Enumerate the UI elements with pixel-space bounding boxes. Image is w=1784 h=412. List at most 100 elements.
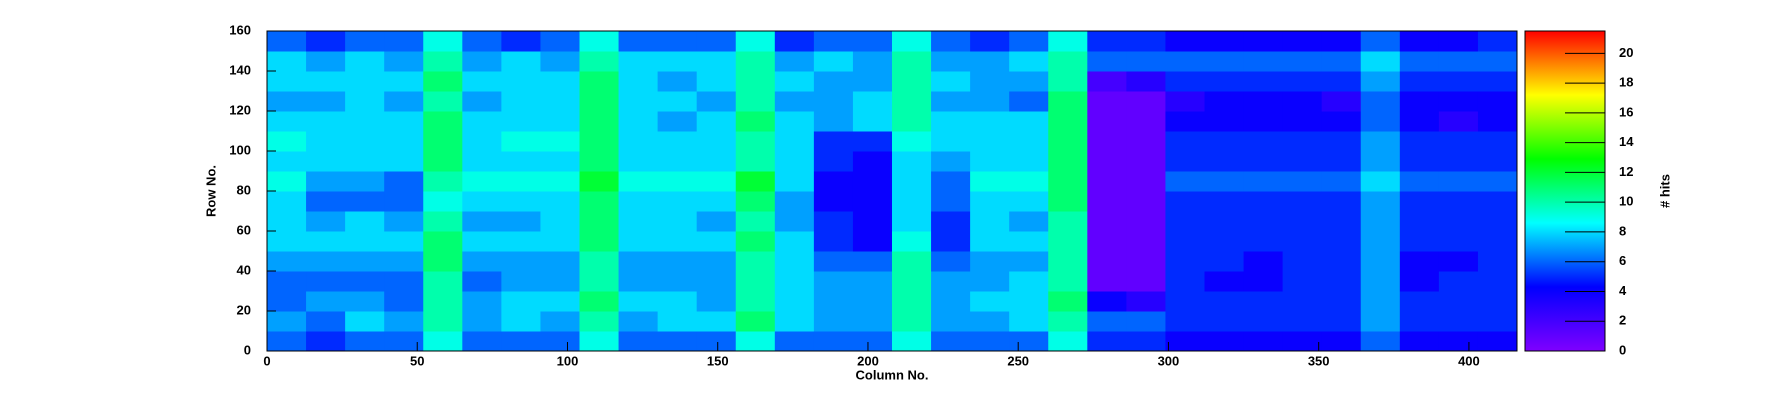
- heatmap-cell: [1243, 111, 1284, 132]
- heatmap-cell: [1282, 51, 1323, 72]
- heatmap-cell: [618, 71, 659, 92]
- heatmap-cell: [852, 191, 893, 212]
- heatmap-cell: [540, 331, 580, 352]
- heatmap-cell: [423, 111, 463, 132]
- heatmap-cell: [345, 191, 385, 212]
- heatmap-cell: [501, 91, 541, 112]
- heatmap-cell: [579, 31, 620, 52]
- heatmap-cell: [696, 291, 737, 312]
- heatmap-cell: [345, 71, 385, 92]
- heatmap-cell: [1204, 171, 1245, 192]
- heatmap-cell: [735, 131, 776, 152]
- heatmap-cell: [345, 91, 385, 112]
- heatmap-cell: [970, 251, 1010, 272]
- y-tick-label: 60: [237, 222, 251, 237]
- heatmap-cell: [618, 31, 659, 52]
- heatmap-cell: [1360, 311, 1401, 332]
- colorbar-title: # hits: [1657, 174, 1672, 208]
- heatmap-cell: [1087, 291, 1127, 312]
- x-tick-label: 400: [1458, 353, 1480, 368]
- heatmap-cell: [462, 271, 502, 292]
- heatmap-cell: [813, 51, 854, 72]
- heatmap-cell: [345, 311, 385, 332]
- heatmap-cell: [1204, 51, 1245, 72]
- heatmap-cell: [1477, 211, 1518, 232]
- heatmap-cell: [501, 191, 541, 212]
- heatmap-cell: [267, 291, 307, 312]
- heatmap-cell: [1477, 271, 1518, 292]
- x-tick-label: 350: [1308, 353, 1330, 368]
- heatmap-cell: [696, 311, 737, 332]
- heatmap-cell: [1087, 151, 1127, 172]
- heatmap-cell: [696, 191, 737, 212]
- colorbar-tick-label: 6: [1619, 253, 1626, 268]
- heatmap-cell: [931, 191, 971, 212]
- x-tick-label: 150: [707, 353, 729, 368]
- heatmap-cell: [267, 311, 307, 332]
- heatmap-cell: [501, 311, 541, 332]
- heatmap-cell: [1477, 191, 1518, 212]
- heatmap-cell: [462, 251, 502, 272]
- heatmap-cell: [1126, 271, 1166, 292]
- heatmap-cell: [931, 71, 971, 92]
- colorbar-tick-label: 16: [1619, 104, 1633, 119]
- heatmap-cell: [1048, 31, 1088, 52]
- heatmap-cell: [1165, 31, 1205, 52]
- heatmap-cell: [267, 151, 307, 172]
- heatmap-cell: [696, 231, 737, 252]
- heatmap-cell: [267, 51, 307, 72]
- heatmap-cell: [1360, 51, 1401, 72]
- heatmap-cell: [696, 71, 737, 92]
- heatmap-cell: [1243, 211, 1284, 232]
- heatmap-cell: [1399, 31, 1440, 52]
- heatmap-cell: [618, 291, 659, 312]
- heatmap-cell: [501, 331, 541, 352]
- heatmap-cell: [1048, 311, 1088, 332]
- heatmap-cell: [579, 331, 620, 352]
- heatmap-cell: [1204, 331, 1245, 352]
- heatmap-cell: [540, 171, 580, 192]
- heatmap-cell: [1048, 251, 1088, 272]
- heatmap-cell: [423, 231, 463, 252]
- heatmap-cell: [1087, 111, 1127, 132]
- heatmap-cell: [1204, 211, 1245, 232]
- heatmap-cell: [657, 131, 698, 152]
- heatmap-cell: [1360, 291, 1401, 312]
- heatmap-cell: [540, 191, 580, 212]
- heatmap-cell: [1438, 271, 1479, 292]
- heatmap-cell: [852, 291, 893, 312]
- heatmap-cell: [970, 71, 1010, 92]
- heatmap-cell: [501, 151, 541, 172]
- heatmap-cell: [852, 231, 893, 252]
- heatmap-cell: [501, 291, 541, 312]
- heatmap-cell: [735, 311, 776, 332]
- heatmap-cell: [1009, 311, 1049, 332]
- heatmap-cell: [384, 131, 424, 152]
- heatmap-cell: [931, 251, 971, 272]
- heatmap-cell: [1399, 171, 1440, 192]
- heatmap-cell: [1282, 231, 1323, 252]
- heatmap-cell: [852, 91, 893, 112]
- heatmap-cell: [892, 211, 932, 232]
- heatmap-cell: [540, 151, 580, 172]
- heatmap-cell: [267, 231, 307, 252]
- heatmap-cell: [1360, 131, 1401, 152]
- heatmap-cell: [931, 91, 971, 112]
- heatmap-cell: [696, 131, 737, 152]
- heatmap-cell: [657, 251, 698, 272]
- heatmap-cell: [1165, 291, 1205, 312]
- heatmap-cell: [1048, 131, 1088, 152]
- heatmap-cell: [1438, 131, 1479, 152]
- heatmap-cell: [540, 271, 580, 292]
- heatmap-cell: [540, 51, 580, 72]
- heatmap-cell: [657, 311, 698, 332]
- heatmap-cell: [1282, 171, 1323, 192]
- heatmap-cell: [657, 111, 698, 132]
- heatmap-cell: [462, 191, 502, 212]
- heatmap-cell: [1321, 291, 1362, 312]
- heatmap-cell: [345, 211, 385, 232]
- heatmap-cell: [579, 111, 620, 132]
- heatmap-cell: [696, 271, 737, 292]
- heatmap-cell: [618, 51, 659, 72]
- heatmap-cell: [618, 151, 659, 172]
